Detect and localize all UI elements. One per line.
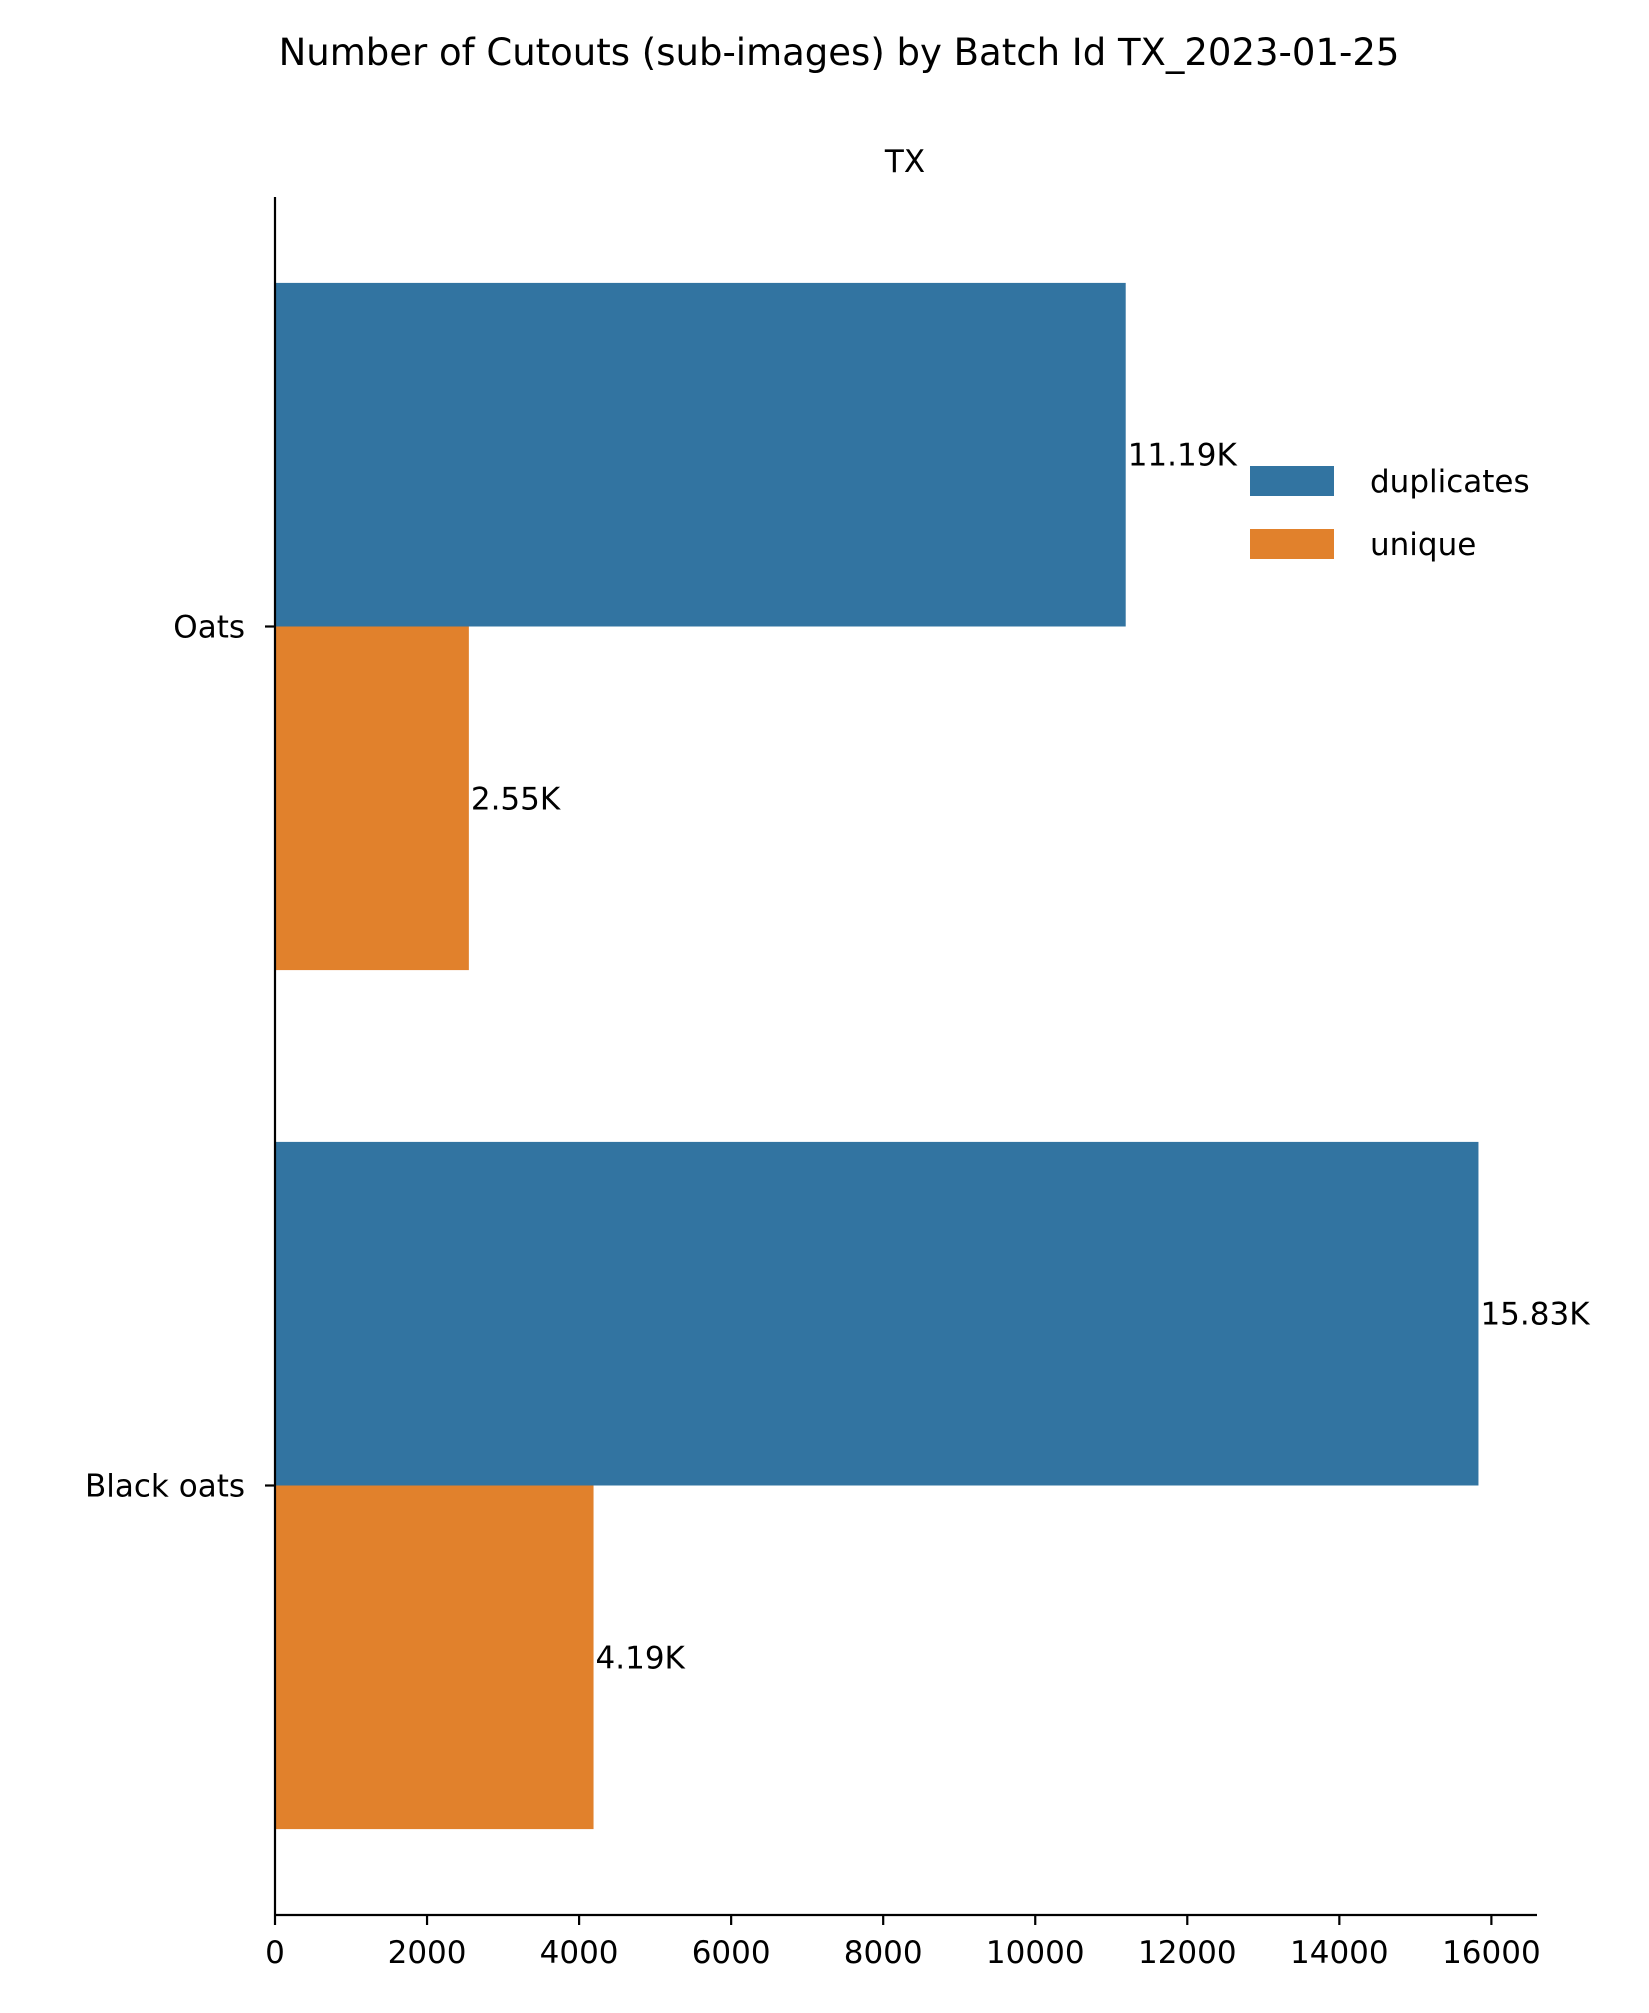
x-tick-label-8000: 8000 bbox=[844, 1935, 923, 1971]
plot-area: 11.19K 2.55K Oats 15.83K 4.19K Black oats 0 200… bbox=[85, 197, 1590, 1971]
legend: duplicates unique bbox=[1250, 464, 1530, 563]
legend-swatch-duplicates bbox=[1250, 466, 1334, 496]
x-tick-label-2000: 2000 bbox=[388, 1935, 467, 1971]
data-label-duplicates-black-oats: 15.83K bbox=[1480, 1297, 1590, 1333]
x-tick-label-12000: 12000 bbox=[1138, 1935, 1237, 1971]
bar-unique-oats bbox=[275, 626, 469, 971]
data-label-duplicates-oats: 11.19K bbox=[1128, 438, 1238, 474]
data-label-unique-oats: 2.55K bbox=[471, 781, 561, 817]
data-label-unique-black-oats: 4.19K bbox=[596, 1640, 686, 1676]
chart-subtitle: TX bbox=[884, 144, 925, 180]
legend-label-duplicates: duplicates bbox=[1370, 464, 1530, 500]
x-tick-label-0: 0 bbox=[265, 1935, 285, 1971]
y-tick-label-black-oats: Black oats bbox=[85, 1469, 245, 1505]
y-tick-label-oats: Oats bbox=[173, 610, 245, 646]
bar-unique-black-oats bbox=[275, 1485, 594, 1830]
bar-duplicates-oats bbox=[275, 282, 1126, 627]
x-tick-label-14000: 14000 bbox=[1290, 1935, 1389, 1971]
x-tick-label-6000: 6000 bbox=[692, 1935, 771, 1971]
x-tick-label-4000: 4000 bbox=[540, 1935, 619, 1971]
legend-label-unique: unique bbox=[1370, 527, 1476, 563]
bar-duplicates-black-oats bbox=[275, 1141, 1479, 1486]
chart-title: Number of Cutouts (sub-images) by Batch … bbox=[279, 31, 1400, 74]
x-tick-label-10000: 10000 bbox=[986, 1935, 1085, 1971]
legend-swatch-unique bbox=[1250, 529, 1334, 559]
x-tick-label-16000: 16000 bbox=[1442, 1935, 1541, 1971]
